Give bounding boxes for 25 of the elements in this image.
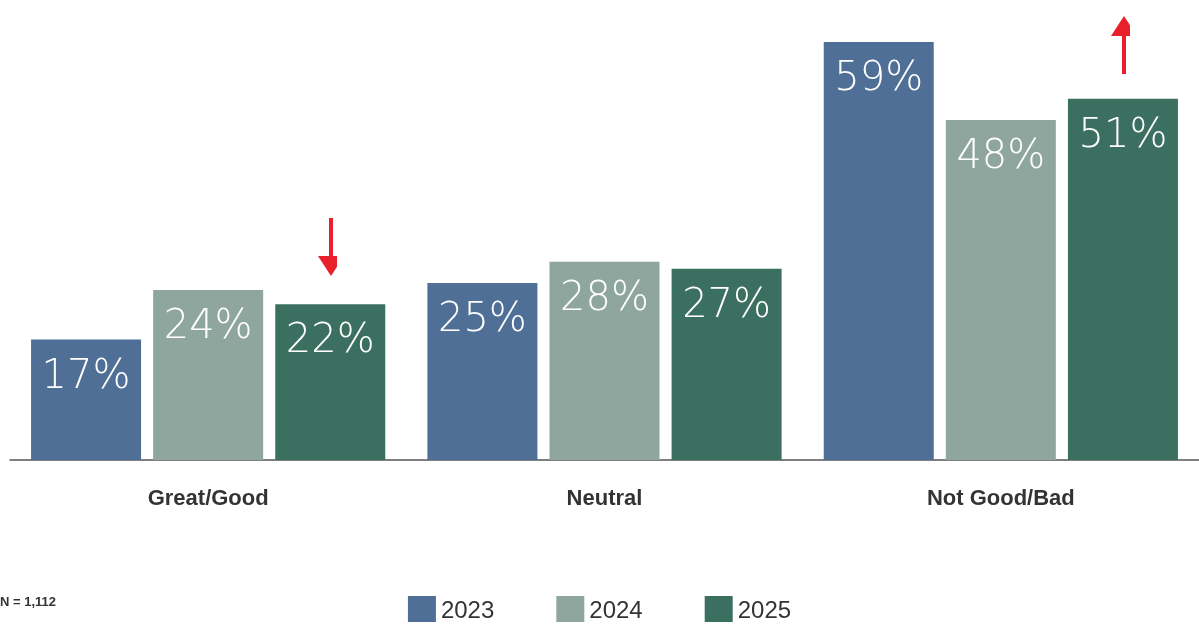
data-label: 17% (41, 350, 131, 397)
bar (945, 119, 1056, 460)
legend-label: 2025 (737, 595, 792, 623)
legend-label: 2023 (440, 595, 495, 623)
data-label: 22% (285, 315, 375, 362)
bar (671, 268, 782, 460)
data-label: 24% (163, 300, 253, 347)
x-tick-label: Great/Good (147, 484, 269, 510)
text: N = 1,112 (0, 594, 57, 609)
data-label: 51% (1078, 109, 1168, 156)
bar (427, 282, 538, 460)
bar (549, 261, 660, 460)
bar (31, 339, 142, 460)
data-label: 28% (560, 272, 649, 319)
bar (153, 289, 264, 460)
bar (1067, 98, 1178, 460)
data-label: 27% (682, 279, 772, 326)
data-label: 25% (437, 293, 527, 340)
bar (275, 304, 386, 460)
data-label: 48% (956, 130, 1046, 177)
x-tick-label: Neutral (566, 484, 643, 510)
data-label: 59% (834, 53, 924, 99)
x-tick-label: Not Good/Bad (926, 484, 1075, 510)
bar (823, 42, 934, 460)
legend-label: 2024 (589, 595, 643, 623)
